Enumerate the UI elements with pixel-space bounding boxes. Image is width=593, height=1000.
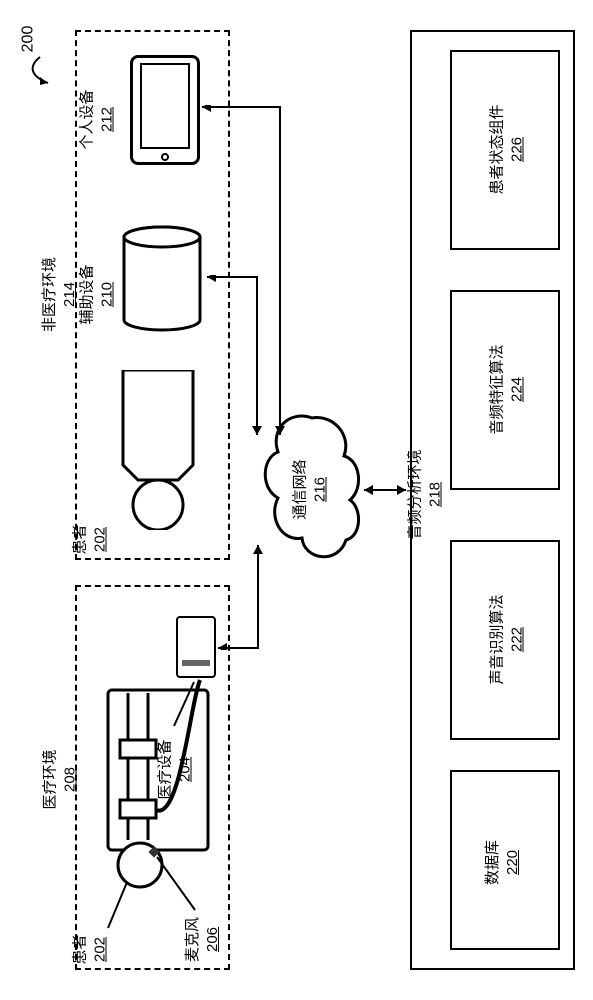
medical-device-box — [176, 616, 216, 678]
ref-arrow-curve — [20, 55, 70, 95]
db-label: 数据库 220 — [483, 840, 522, 885]
aux-device-icon — [120, 225, 205, 335]
medical-device-label: 医疗设备 204 — [156, 739, 195, 799]
conn-cloud-to-analysis — [360, 480, 410, 500]
nonmedical-patient-number: 202 — [90, 527, 110, 552]
analysis-env-number: 218 — [425, 482, 445, 507]
voice-text: 声音识别算法 — [488, 594, 508, 684]
audio-number: 224 — [507, 377, 527, 402]
figure-ref-number: 200 — [19, 26, 37, 53]
medical-patient-number: 202 — [90, 937, 110, 962]
personal-device-button — [161, 153, 169, 161]
nonmedical-env-title-text: 非医疗环境 — [40, 257, 60, 332]
mic-label: 麦克风 206 — [183, 917, 222, 962]
status-text: 患者状态组件 — [488, 104, 508, 194]
medical-device-number: 204 — [175, 757, 195, 782]
aux-device-text: 辅助设备 — [78, 264, 98, 324]
audio-label: 音频特征算法 224 — [488, 344, 527, 434]
medical-env-number: 208 — [60, 767, 80, 792]
medical-env-title: 医疗环境 208 — [41, 749, 80, 809]
audio-text: 音频特征算法 — [488, 344, 508, 434]
personal-device-screen — [140, 63, 190, 149]
network-text: 通信网络 — [291, 459, 311, 519]
personal-device-label: 个人设备 212 — [78, 89, 117, 149]
medical-patient-label: 患者 202 — [71, 934, 110, 964]
mic-number: 206 — [203, 927, 223, 952]
personal-device-number: 212 — [97, 107, 117, 132]
personal-device-text: 个人设备 — [78, 89, 98, 149]
aux-device-label: 辅助设备 210 — [78, 264, 117, 324]
aux-device-number: 210 — [97, 282, 117, 307]
db-text: 数据库 — [483, 840, 503, 885]
voice-number: 222 — [507, 627, 527, 652]
medical-env-title-text: 医疗环境 — [41, 749, 61, 809]
network-label: 通信网络 216 — [291, 459, 330, 519]
nonmedical-patient-text: 患者 — [71, 524, 91, 554]
mic-text: 麦克风 — [183, 917, 203, 962]
analysis-env-title: 音频分析环境 218 — [406, 449, 445, 539]
medical-patient-text: 患者 — [71, 934, 91, 964]
network-number: 216 — [310, 477, 330, 502]
patient-nonmedical-icon — [98, 370, 218, 530]
status-label: 患者状态组件 226 — [488, 104, 527, 194]
medical-device-text: 医疗设备 — [156, 739, 176, 799]
nonmedical-env-number: 214 — [60, 282, 80, 307]
voice-label: 声音识别算法 222 — [488, 594, 527, 684]
nonmedical-env-title: 非医疗环境 214 — [40, 257, 79, 332]
medical-device-slot — [182, 660, 210, 666]
db-number: 220 — [503, 850, 523, 875]
analysis-env-title-text: 音频分析环境 — [406, 449, 426, 539]
status-number: 226 — [507, 137, 527, 162]
